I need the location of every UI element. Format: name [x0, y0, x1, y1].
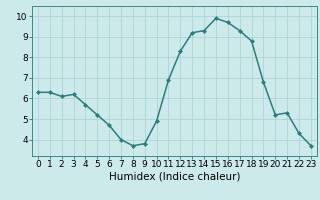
- X-axis label: Humidex (Indice chaleur): Humidex (Indice chaleur): [109, 172, 240, 182]
